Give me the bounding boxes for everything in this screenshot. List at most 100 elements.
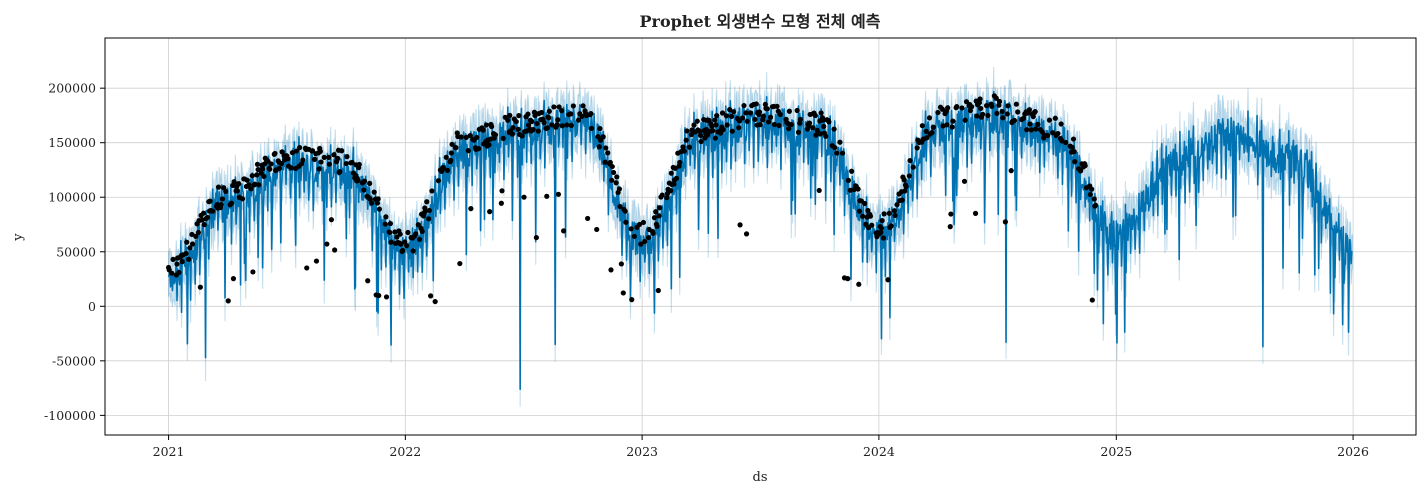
observed-point	[530, 126, 536, 133]
observed-point	[448, 157, 454, 163]
observed-point	[487, 136, 493, 142]
observed-point	[926, 115, 933, 121]
observed-point	[993, 95, 999, 101]
observed-point	[261, 173, 267, 179]
observed-point	[486, 142, 492, 148]
observed-point	[449, 141, 455, 147]
observed-point	[989, 103, 995, 109]
observed-point	[311, 156, 318, 162]
observed-point	[219, 196, 226, 202]
observed-point	[950, 118, 956, 124]
observed-point	[343, 160, 349, 167]
observed-point	[1005, 103, 1011, 109]
observed-point	[594, 226, 600, 233]
observed-point	[435, 178, 442, 184]
observed-point	[686, 144, 693, 150]
observed-point	[972, 210, 979, 216]
observed-point	[610, 169, 617, 176]
observed-point	[516, 113, 522, 119]
observed-point	[467, 132, 473, 139]
observed-point	[879, 218, 885, 224]
observed-point	[546, 115, 552, 121]
observed-point	[187, 245, 193, 251]
observed-point	[304, 265, 310, 271]
observed-point	[1089, 297, 1095, 303]
observed-point	[969, 104, 975, 110]
observed-point	[677, 159, 683, 166]
observed-point	[646, 234, 652, 241]
observed-point	[713, 122, 719, 128]
observed-point	[289, 150, 296, 156]
observed-point	[907, 158, 913, 164]
observed-point	[515, 126, 521, 132]
observed-point	[249, 173, 255, 179]
observed-point	[856, 208, 863, 214]
observed-point	[597, 125, 603, 132]
observed-point	[814, 127, 820, 133]
observed-point	[331, 152, 337, 158]
observed-point	[1002, 219, 1008, 225]
observed-point	[448, 150, 454, 156]
observed-point	[1020, 115, 1027, 121]
observed-point	[797, 116, 803, 122]
observed-point	[806, 120, 813, 126]
observed-point	[600, 134, 606, 140]
observed-point	[544, 193, 550, 199]
observed-point	[1082, 163, 1088, 169]
observed-point	[684, 128, 690, 134]
observed-point	[580, 103, 586, 109]
x-tick-label: 2022	[389, 444, 421, 459]
x-tick-label: 2025	[1100, 444, 1132, 459]
observed-point	[474, 134, 480, 141]
observed-point	[321, 154, 327, 160]
observed-point	[671, 181, 677, 187]
observed-point	[376, 292, 382, 299]
observed-point	[740, 115, 746, 121]
observed-point	[505, 117, 511, 123]
observed-point	[544, 125, 551, 131]
observed-point	[892, 212, 898, 219]
observed-point	[344, 154, 350, 160]
observed-point	[183, 250, 189, 257]
observed-point	[288, 165, 294, 171]
observed-point	[509, 131, 515, 137]
observed-point	[248, 186, 254, 192]
observed-point	[313, 258, 320, 264]
observed-point	[492, 132, 499, 138]
observed-point	[559, 108, 565, 114]
observed-point	[252, 181, 258, 187]
observed-point	[860, 213, 866, 219]
observed-point	[834, 150, 840, 156]
observed-point	[369, 200, 375, 206]
observed-point	[867, 213, 874, 219]
observed-point	[629, 297, 635, 303]
observed-point	[1027, 121, 1033, 127]
observed-point	[613, 180, 619, 186]
observed-point	[388, 239, 394, 245]
observed-point	[891, 208, 898, 214]
observed-point	[556, 104, 562, 110]
observed-point	[500, 135, 506, 141]
observed-point	[230, 276, 237, 282]
observed-point	[752, 116, 758, 123]
observed-point	[551, 104, 557, 110]
observed-point	[795, 129, 802, 135]
observed-point	[902, 188, 908, 194]
observed-point	[947, 224, 953, 230]
observed-point	[978, 105, 984, 112]
observed-point	[620, 290, 626, 296]
observed-point	[1015, 109, 1021, 115]
observed-point	[498, 200, 504, 206]
observed-point	[832, 145, 838, 151]
observed-point	[568, 111, 574, 117]
observed-point	[839, 150, 846, 156]
observed-point	[1069, 144, 1075, 150]
observed-point	[985, 112, 991, 119]
observed-point	[1026, 107, 1032, 113]
observed-point	[254, 172, 260, 178]
observed-point	[507, 112, 513, 119]
observed-point	[743, 231, 750, 237]
observed-point	[256, 182, 262, 188]
observed-point	[810, 125, 816, 131]
